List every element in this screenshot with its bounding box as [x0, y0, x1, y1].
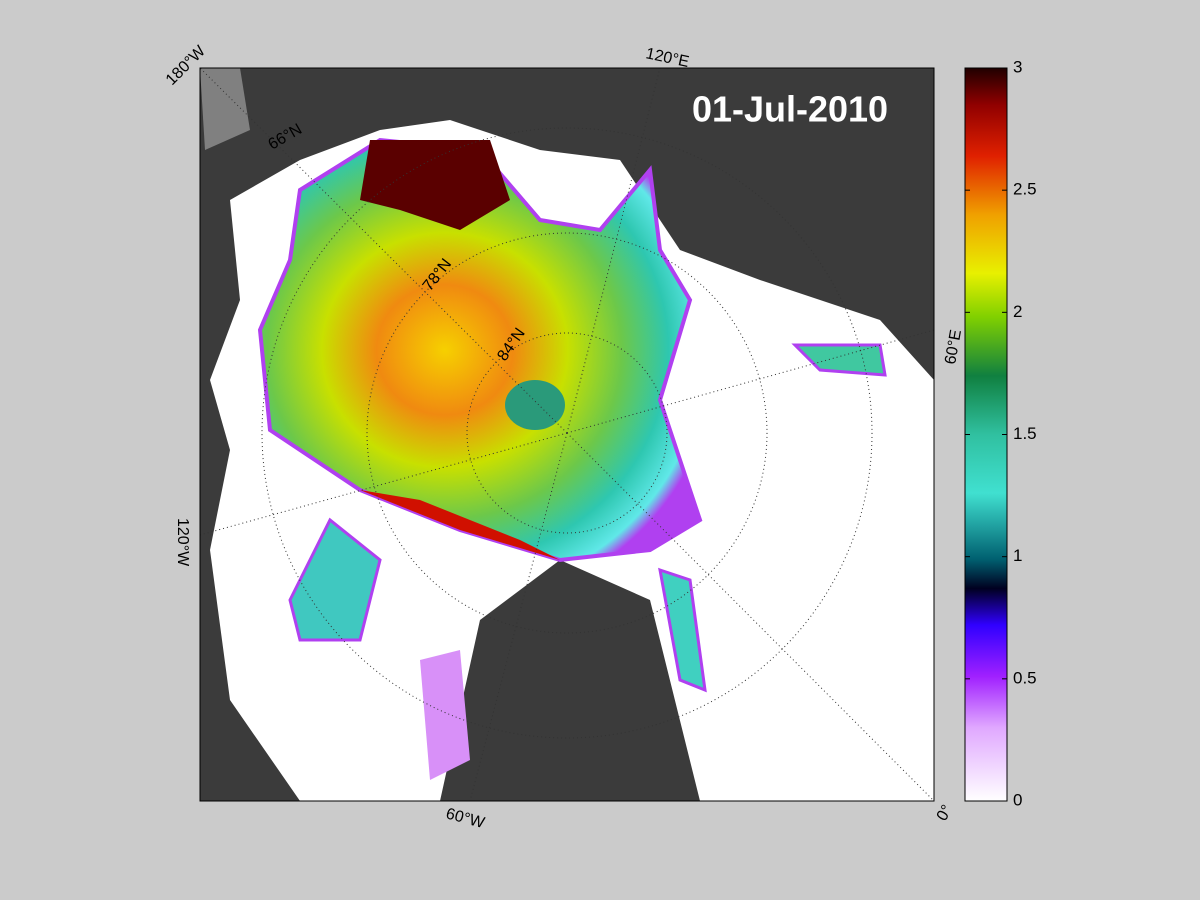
thin-ice-bay: [420, 650, 470, 780]
map: [200, 68, 934, 801]
graticule: [200, 68, 934, 801]
colorbar-tick-label: 2.5: [1013, 180, 1037, 199]
colorbar: [964, 67, 1008, 802]
thick-ice: [360, 140, 510, 230]
thick-ice-edge: [360, 490, 560, 560]
colorbar-tick-label: 0: [1013, 790, 1022, 809]
ice-floe: [791, 343, 887, 377]
date-label: 01-Jul-2010: [692, 89, 888, 130]
sea-ice: [257, 137, 703, 563]
colorbar-tick-label: 1.5: [1013, 424, 1037, 443]
archipelago-ice: [288, 517, 382, 642]
colorbar-tick-label: 1: [1013, 546, 1022, 565]
lon-label: 60°E: [942, 328, 965, 365]
land-unmasked: [200, 68, 250, 150]
lon-label: 120°W: [174, 518, 191, 567]
lon-label: 120°E: [644, 45, 690, 71]
colorbar-tick-label: 2: [1013, 302, 1022, 321]
ice-strip: [658, 567, 707, 693]
colorbar-tick-label: 3: [1013, 57, 1022, 76]
lon-label: 60°W: [444, 805, 487, 832]
colorbar-tick-label: 0.5: [1013, 668, 1037, 687]
lon-label: 0°: [934, 802, 956, 824]
map-frame: [199, 67, 935, 802]
thin-ice-patch: [505, 380, 565, 430]
